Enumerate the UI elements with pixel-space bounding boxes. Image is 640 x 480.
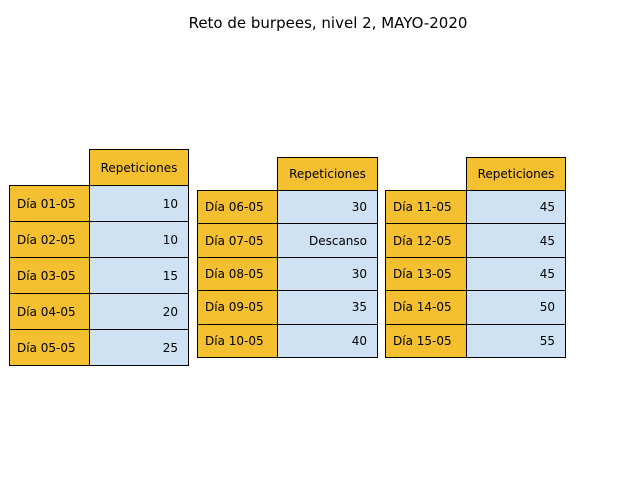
row-value: 35 [277, 290, 378, 325]
row-label: Día 05-05 [9, 329, 90, 366]
row-value: 30 [277, 256, 378, 292]
row-label: Día 10-05 [197, 323, 278, 358]
row-value: 55 [466, 323, 566, 358]
row-label: Día 15-05 [385, 323, 467, 358]
row-label: Día 03-05 [9, 257, 90, 294]
row-label: Día 09-05 [197, 290, 278, 325]
row-value: 10 [89, 185, 189, 222]
row-label: Día 13-05 [385, 256, 467, 292]
row-label: Día 01-05 [9, 185, 90, 222]
row-value: 45 [466, 256, 566, 292]
row-value: 40 [277, 323, 378, 358]
chart-title: Reto de burpees, nivel 2, MAYO-2020 [188, 14, 468, 32]
row-value: 15 [89, 257, 189, 294]
row-label: Día 02-05 [9, 221, 90, 258]
row-value: 30 [277, 190, 378, 225]
row-label: Día 11-05 [385, 190, 467, 225]
column-header: Repeticiones [89, 149, 189, 186]
row-value: Descanso [277, 223, 378, 258]
row-label: Día 06-05 [197, 190, 278, 225]
row-label: Día 12-05 [385, 223, 467, 258]
row-value: 45 [466, 223, 566, 258]
row-label: Día 08-05 [197, 256, 278, 292]
column-header: Repeticiones [466, 157, 566, 191]
row-value: 45 [466, 190, 566, 225]
row-value: 20 [89, 293, 189, 330]
column-header: Repeticiones [277, 157, 378, 191]
row-label: Día 04-05 [9, 293, 90, 330]
row-label: Día 14-05 [385, 290, 467, 325]
row-value: 25 [89, 329, 189, 366]
row-value: 10 [89, 221, 189, 258]
row-value: 50 [466, 290, 566, 325]
row-label: Día 07-05 [197, 223, 278, 258]
